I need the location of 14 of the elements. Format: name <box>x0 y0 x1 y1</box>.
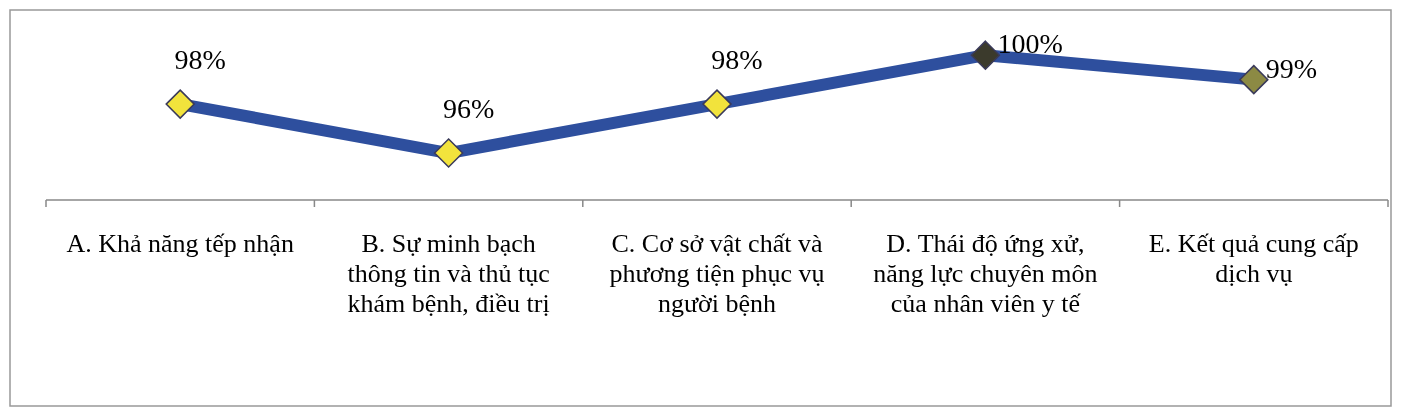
point <box>702 89 732 119</box>
data-label: 98% <box>174 44 226 76</box>
point <box>433 138 464 168</box>
point <box>970 40 1001 70</box>
x-tick-label: C. Cơ sở vật chất và phương tiện phục vụ người bệnh <box>609 229 825 318</box>
data-label: 100% <box>997 28 1063 60</box>
data-label: 96% <box>442 93 495 125</box>
data-label: 99% <box>1265 52 1318 84</box>
data-label: 98% <box>711 44 763 76</box>
point <box>165 89 195 119</box>
x-tick-label: B. Sự minh bạch thông tin và thủ tục khám bệnh, điều trị <box>347 229 550 318</box>
x-tick-label: E. Kết quả cung cấp dịch vụ <box>1148 229 1359 288</box>
x-tick-label: A. Khả năng tếp nhận <box>66 229 294 258</box>
x-tick-label: D. Thái độ ứng xử, năng lực chuyên môn của nhân viên y tế <box>873 229 1098 318</box>
